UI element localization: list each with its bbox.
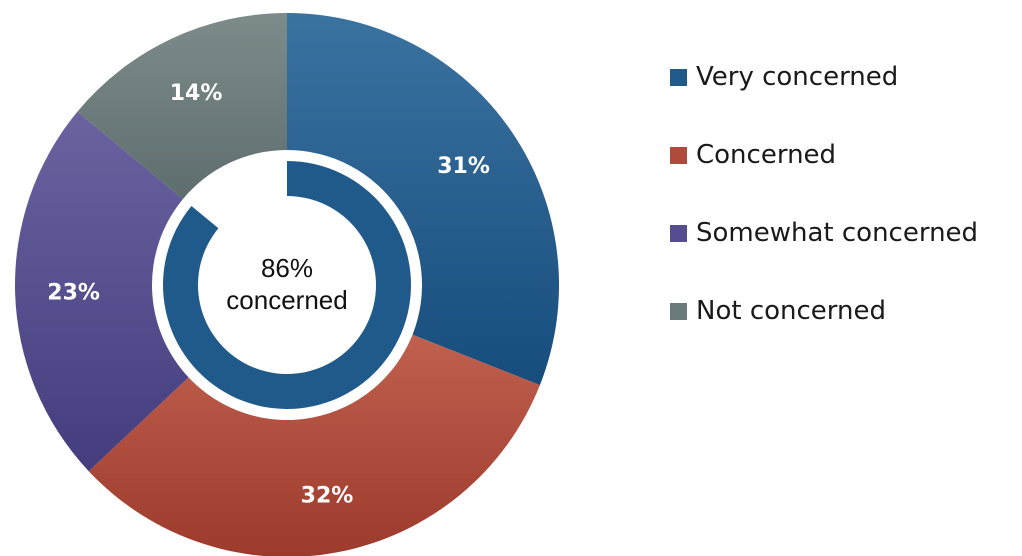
legend-item: Not concerned [670, 272, 978, 350]
donut-chart: 86%concerned 31% 32% 23% 14% [15, 13, 560, 556]
legend-swatch [670, 302, 687, 320]
slice-very-concerned [287, 13, 560, 386]
slice-not-concerned [77, 13, 287, 199]
slice-somewhat-concerned [15, 111, 189, 472]
legend: Very concerned Concerned Somewhat concerne… [670, 38, 978, 350]
slice-value-label: 14% [170, 81, 223, 106]
legend-label: Somewhat concerned [696, 218, 979, 248]
center-value-label: 86% [261, 253, 313, 283]
legend-label: Very concerned [696, 62, 899, 92]
center-text-label: concerned [226, 285, 347, 315]
legend-item: Very concerned [670, 38, 978, 116]
legend-label: Concerned [696, 140, 837, 170]
legend-swatch [670, 68, 687, 86]
legend-swatch [670, 146, 687, 164]
legend-item: Somewhat concerned [670, 194, 978, 272]
legend-swatch [670, 224, 687, 242]
legend-label: Not concerned [696, 296, 886, 326]
slice-value-label: 31% [437, 154, 490, 179]
slice-value-label: 23% [47, 281, 100, 306]
slice-value-label: 32% [301, 484, 354, 509]
slice-concerned [88, 334, 540, 556]
legend-item: Concerned [670, 116, 978, 194]
